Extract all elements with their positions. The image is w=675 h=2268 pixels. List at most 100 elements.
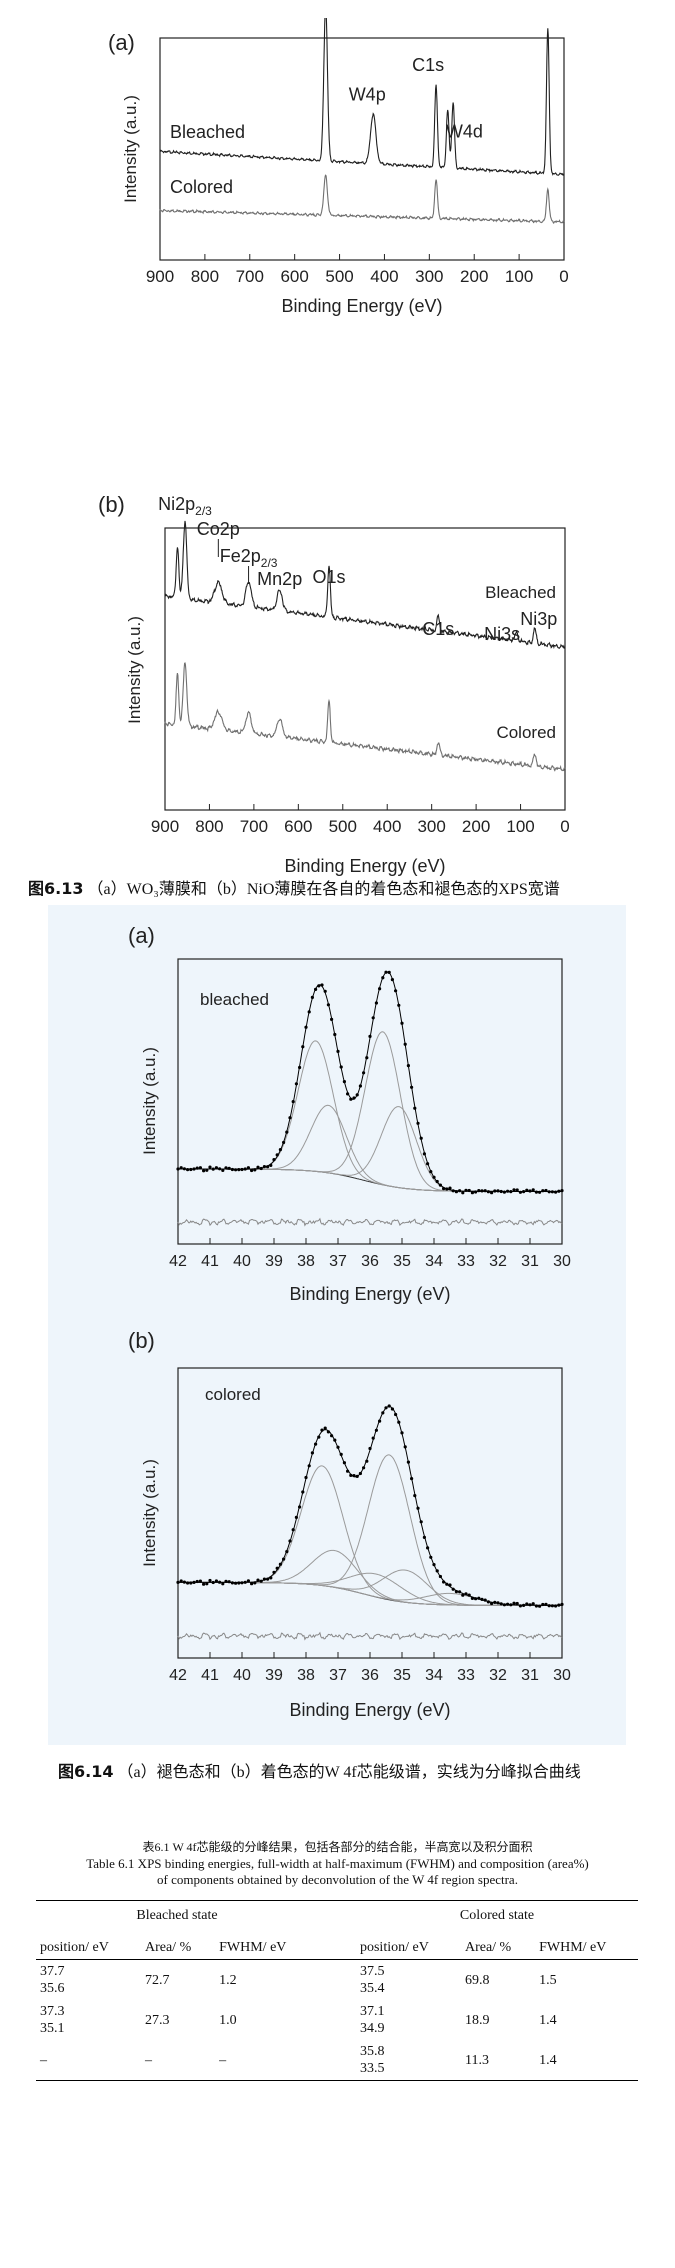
panel-label: (b) [128,1328,155,1353]
data-point [339,1065,343,1069]
cell: 27.3 [144,2012,170,2028]
data-point [304,1475,308,1480]
data-point [378,987,382,991]
data-point [179,1579,183,1583]
data-point [307,1010,311,1014]
data-point [301,1490,305,1494]
data-point [432,1563,436,1567]
data-point [253,1581,257,1585]
cell: 18.9 [464,2012,490,2028]
data-point [378,1419,382,1423]
caption-text: （a）WO₃薄膜和（b）NiO薄膜在各自的着色态和褪色态的XPS宽谱 [87,881,560,898]
data-point [240,1581,244,1585]
x-tick-label: 700 [240,817,268,836]
data-point [192,1167,196,1171]
panel-label: (b) [98,492,125,517]
data-point [438,1574,442,1579]
data-point [314,987,318,991]
data-point [502,1603,506,1607]
data-point [467,1188,471,1193]
data-point [374,1428,378,1432]
data-point [493,1600,497,1604]
x-tick-label: 30 [553,1253,571,1270]
cell: 72.7 [144,1972,170,1988]
data-point [211,1167,215,1171]
caption-text: （a）褪色态和（b）着色态的W 4f芯能级谱，实线为分峰拟合曲线 [117,1764,581,1781]
x-tick-label: 0 [559,267,568,286]
data-point [448,1186,452,1190]
data-point [214,1166,218,1170]
results-table: Bleached state Colored state position/ e… [36,1900,638,2081]
data-point [410,1085,414,1089]
data-point [410,1477,414,1481]
data-point [346,1469,350,1473]
data-point [195,1166,199,1170]
data-point [269,1576,273,1580]
data-point [275,1153,279,1157]
data-point [390,978,394,982]
group-header-colored: Colored state [459,1908,535,1923]
table-title-cn: 表6.1 W 4f芯能级的分峰结果，包括各部分的结合能，半高宽以及积分面积 [142,1840,533,1854]
data-point [368,1446,372,1451]
data-point [317,984,321,988]
data-point [490,1601,494,1606]
data-point [230,1167,234,1172]
data-point [547,1190,551,1194]
cell: 1.0 [219,2012,237,2028]
data-point [269,1163,273,1167]
data-point [554,1604,558,1608]
data-point [330,1017,334,1021]
data-point [480,1189,484,1193]
data-point [394,1412,398,1417]
y-axis-label: Intensity (a.u.) [140,1459,159,1567]
data-point [275,1566,279,1570]
data-point [426,1162,430,1166]
series-label-bleached: Bleached [485,583,556,602]
x-tick-label: 900 [146,267,174,286]
data-point [186,1581,190,1585]
data-point [224,1579,228,1583]
data-point [336,1445,340,1449]
data-point [483,1189,487,1193]
data-point [182,1580,186,1584]
peak-label: Mn2p [257,569,302,589]
data-point [224,1166,228,1170]
data-point [480,1597,484,1601]
data-point [301,1045,305,1049]
data-point [182,1167,186,1171]
x-tick-label: 600 [284,817,312,836]
data-point [426,1546,430,1550]
caption-number: 图6.13 [28,879,84,898]
table-row: 37.3 35.1 27.3 1.0 37.1 34.9 18.9 1.4 [36,2000,638,2040]
fit-component-line [178,1572,562,1606]
cell: 34.9 [359,2021,385,2036]
data-point [496,1601,500,1605]
data-point [499,1602,503,1606]
plot-frame [164,527,566,811]
cell: 1.4 [539,2052,557,2068]
data-point [310,1451,314,1455]
data-point [189,1167,193,1172]
data-point [454,1190,458,1194]
data-point [448,1583,452,1587]
data-point [189,1581,193,1585]
data-point [531,1188,535,1192]
x-tick-label: 300 [417,817,445,836]
data-point [333,1032,337,1037]
data-point [512,1188,516,1192]
data-point [528,1603,532,1607]
data-point [534,1604,539,1608]
peak-label: W4p [349,84,386,104]
data-point [403,1445,407,1449]
state-label: colored [205,1385,261,1404]
fit-component-line [178,1106,562,1192]
data-point [384,1406,388,1410]
cell: 37.1 [359,2004,385,2019]
data-point [429,1555,433,1559]
data-point [365,1056,369,1060]
data-point [358,1471,362,1476]
data-point [477,1596,481,1600]
data-point [394,989,398,993]
